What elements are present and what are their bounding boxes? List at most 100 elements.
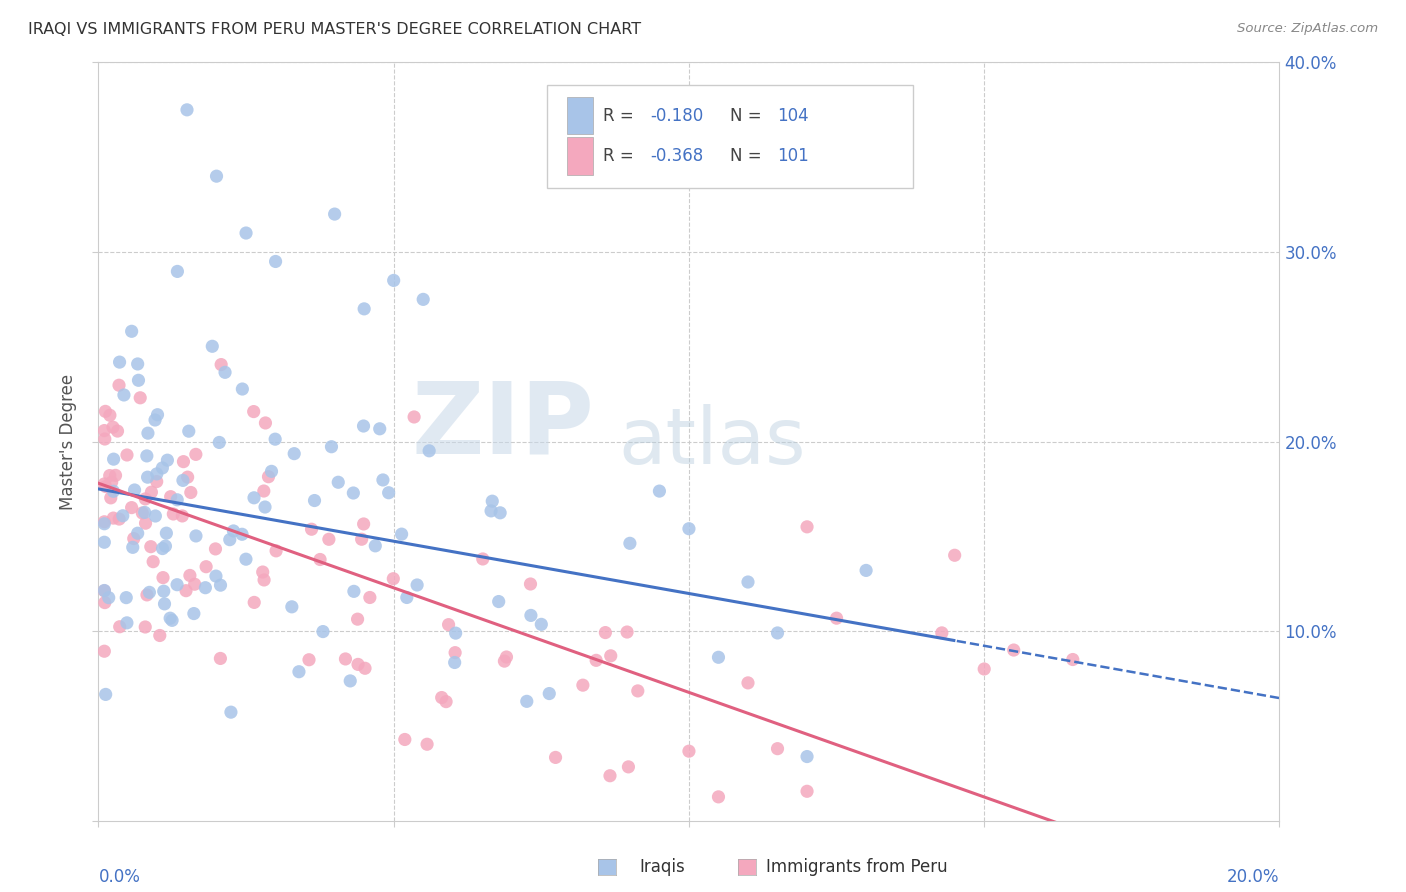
Point bbox=[142, 555, 165, 569]
Point bbox=[391, 527, 413, 541]
Text: atlas: atlas bbox=[619, 403, 806, 480]
Point bbox=[737, 574, 759, 589]
Point bbox=[98, 409, 121, 423]
Point bbox=[127, 357, 149, 371]
Point bbox=[434, 695, 457, 709]
Point bbox=[108, 378, 131, 392]
Point bbox=[796, 784, 818, 798]
Point bbox=[737, 676, 759, 690]
Point bbox=[94, 432, 117, 446]
Text: 104: 104 bbox=[778, 106, 808, 125]
Point bbox=[172, 508, 194, 523]
Point bbox=[796, 749, 818, 764]
Point bbox=[94, 596, 117, 610]
Point bbox=[180, 485, 202, 500]
Point bbox=[931, 626, 953, 640]
Text: Immigrants from Peru: Immigrants from Peru bbox=[766, 858, 948, 876]
Point bbox=[264, 254, 287, 268]
Point bbox=[101, 420, 124, 434]
Point bbox=[335, 652, 357, 666]
Point bbox=[406, 578, 429, 592]
Point bbox=[283, 447, 305, 461]
Point bbox=[150, 461, 173, 475]
Point bbox=[353, 516, 375, 531]
Point bbox=[194, 581, 217, 595]
Point bbox=[100, 491, 122, 505]
Point bbox=[418, 443, 440, 458]
Point bbox=[145, 467, 167, 481]
Point bbox=[152, 584, 174, 599]
Point bbox=[394, 732, 416, 747]
Point bbox=[678, 522, 700, 536]
Point bbox=[321, 440, 343, 454]
Point bbox=[444, 626, 467, 640]
Point bbox=[494, 654, 516, 668]
Point bbox=[395, 591, 418, 605]
Point bbox=[135, 516, 157, 531]
Point bbox=[1002, 643, 1025, 657]
Point bbox=[254, 416, 277, 430]
Point bbox=[183, 577, 205, 591]
Point bbox=[183, 607, 205, 621]
Point bbox=[156, 453, 179, 467]
Point bbox=[619, 536, 641, 550]
Point bbox=[121, 324, 143, 338]
Point bbox=[707, 650, 730, 665]
Point bbox=[437, 617, 460, 632]
Point bbox=[146, 408, 169, 422]
Point bbox=[134, 505, 156, 519]
Point bbox=[443, 656, 465, 670]
Point bbox=[166, 492, 188, 507]
Point bbox=[214, 365, 236, 379]
FancyBboxPatch shape bbox=[567, 96, 593, 135]
Point bbox=[121, 500, 143, 515]
Text: ZIP: ZIP bbox=[412, 378, 595, 475]
Point bbox=[195, 559, 218, 574]
Point bbox=[707, 789, 730, 804]
Point bbox=[766, 626, 789, 640]
Text: N =: N = bbox=[730, 146, 768, 165]
Point bbox=[530, 617, 553, 632]
Point bbox=[94, 479, 117, 493]
Point bbox=[115, 591, 138, 605]
Point bbox=[136, 588, 159, 602]
Y-axis label: Master's Degree: Master's Degree bbox=[59, 374, 77, 509]
Point bbox=[235, 226, 257, 240]
Point bbox=[354, 661, 377, 675]
Point bbox=[131, 506, 153, 520]
Point bbox=[855, 563, 877, 577]
Point bbox=[160, 613, 183, 627]
Point bbox=[353, 419, 375, 434]
Point bbox=[184, 447, 207, 461]
Point bbox=[138, 585, 160, 599]
Point bbox=[174, 583, 197, 598]
Text: N =: N = bbox=[730, 106, 768, 125]
Point bbox=[346, 612, 368, 626]
Point bbox=[264, 432, 287, 446]
Text: IRAQI VS IMMIGRANTS FROM PERU MASTER'S DEGREE CORRELATION CHART: IRAQI VS IMMIGRANTS FROM PERU MASTER'S D… bbox=[28, 22, 641, 37]
Point bbox=[155, 526, 177, 541]
Point bbox=[364, 539, 387, 553]
Point bbox=[544, 750, 567, 764]
Point bbox=[149, 628, 172, 642]
Point bbox=[152, 571, 174, 585]
Point bbox=[93, 424, 115, 438]
Point bbox=[678, 744, 700, 758]
Point bbox=[298, 653, 321, 667]
Point bbox=[143, 413, 166, 427]
Point bbox=[205, 569, 228, 583]
Point bbox=[599, 769, 621, 783]
Point bbox=[93, 583, 115, 598]
Point bbox=[107, 424, 129, 438]
Point bbox=[93, 516, 115, 531]
Point bbox=[350, 533, 373, 547]
Point bbox=[184, 529, 207, 543]
Point bbox=[153, 597, 176, 611]
Point bbox=[342, 486, 364, 500]
Point bbox=[595, 625, 617, 640]
Point bbox=[489, 506, 512, 520]
Point bbox=[103, 452, 125, 467]
Point bbox=[129, 391, 152, 405]
Point bbox=[122, 532, 145, 546]
Point bbox=[100, 475, 122, 490]
